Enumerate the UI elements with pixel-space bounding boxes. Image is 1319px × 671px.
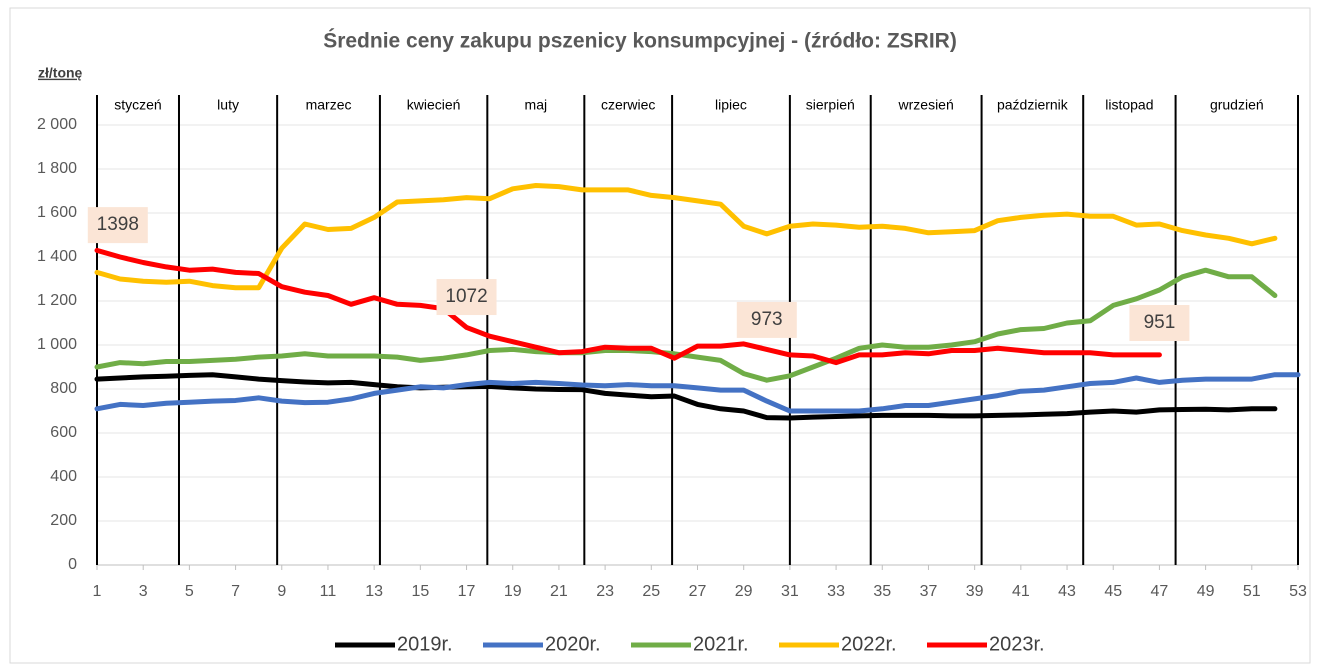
x-tick-label: 51 bbox=[1243, 583, 1261, 600]
y-axis-label: zł/tonę bbox=[38, 65, 83, 81]
month-label: lipiec bbox=[715, 97, 747, 113]
annotation-box bbox=[736, 301, 797, 338]
annotation-box bbox=[1129, 305, 1190, 341]
y-tick-label: 1 400 bbox=[37, 248, 77, 265]
x-tick-label: 25 bbox=[642, 583, 660, 600]
annotation-box bbox=[87, 207, 148, 244]
annotation-box bbox=[436, 279, 497, 316]
x-tick-label: 9 bbox=[277, 583, 286, 600]
series-line bbox=[94, 267, 1278, 383]
x-tick-label: 1 bbox=[93, 583, 102, 600]
x-tick-label: 15 bbox=[411, 583, 429, 600]
legend-label: 2019r. bbox=[397, 633, 453, 655]
x-tick-label: 35 bbox=[873, 583, 891, 600]
x-tick-label: 47 bbox=[1151, 583, 1169, 600]
x-tick-label: 23 bbox=[596, 583, 614, 600]
x-tick-label: 39 bbox=[966, 583, 984, 600]
x-tick-label: 5 bbox=[185, 583, 194, 600]
annotation: 1072 bbox=[445, 286, 487, 307]
y-tick-label: 200 bbox=[50, 512, 77, 529]
y-tick-label: 1 600 bbox=[37, 204, 77, 221]
month-label: sierpień bbox=[806, 97, 855, 113]
y-tick-label: 600 bbox=[50, 424, 77, 441]
x-tick-label: 53 bbox=[1289, 583, 1307, 600]
x-tick-label: 13 bbox=[365, 583, 383, 600]
month-label: marzec bbox=[306, 97, 352, 113]
annotation: 951 bbox=[1144, 312, 1176, 333]
legend-label: 2023r. bbox=[989, 633, 1045, 655]
x-tick-label: 21 bbox=[550, 583, 568, 600]
legend-label: 2021r. bbox=[693, 633, 749, 655]
series-line bbox=[94, 372, 1278, 421]
x-tick-label: 7 bbox=[231, 583, 240, 600]
x-tick-label: 17 bbox=[458, 583, 476, 600]
x-tick-label: 45 bbox=[1104, 583, 1122, 600]
series-line bbox=[94, 247, 1162, 366]
month-label: wrzesień bbox=[898, 97, 954, 113]
legend-label: 2020r. bbox=[545, 633, 601, 655]
series-line bbox=[94, 372, 1301, 414]
x-tick-label: 41 bbox=[1012, 583, 1030, 600]
y-tick-label: 2 000 bbox=[37, 116, 77, 133]
month-label: grudzień bbox=[1210, 97, 1264, 113]
x-tick-label: 31 bbox=[781, 583, 799, 600]
month-label: styczeń bbox=[114, 97, 161, 113]
legend-label: 2022r. bbox=[841, 633, 897, 655]
x-tick-label: 49 bbox=[1197, 583, 1215, 600]
y-tick-label: 800 bbox=[50, 380, 77, 397]
month-label: maj bbox=[525, 97, 548, 113]
x-tick-label: 33 bbox=[827, 583, 845, 600]
annotation: 973 bbox=[751, 309, 783, 330]
month-label: listopad bbox=[1105, 97, 1153, 113]
month-label: październik bbox=[997, 97, 1069, 113]
chart-border bbox=[9, 7, 1311, 664]
month-label: kwiecień bbox=[407, 97, 461, 113]
series-line bbox=[94, 183, 1278, 291]
y-tick-label: 1 000 bbox=[37, 336, 77, 353]
y-tick-label: 400 bbox=[50, 468, 77, 485]
y-tick-label: 1 800 bbox=[37, 160, 77, 177]
chart-title: Średnie ceny zakupu pszenicy konsumpcyjn… bbox=[323, 29, 957, 53]
x-tick-label: 3 bbox=[139, 583, 148, 600]
x-tick-label: 19 bbox=[504, 583, 522, 600]
x-tick-label: 43 bbox=[1058, 583, 1076, 600]
x-tick-label: 37 bbox=[920, 583, 938, 600]
x-tick-label: 27 bbox=[689, 583, 707, 600]
annotation: 1398 bbox=[97, 214, 139, 235]
y-tick-label: 0 bbox=[68, 556, 77, 573]
x-tick-label: 11 bbox=[320, 583, 337, 600]
month-label: czerwiec bbox=[601, 97, 655, 113]
y-tick-label: 1 200 bbox=[37, 292, 77, 309]
x-tick-label: 29 bbox=[735, 583, 753, 600]
month-label: luty bbox=[217, 97, 239, 113]
